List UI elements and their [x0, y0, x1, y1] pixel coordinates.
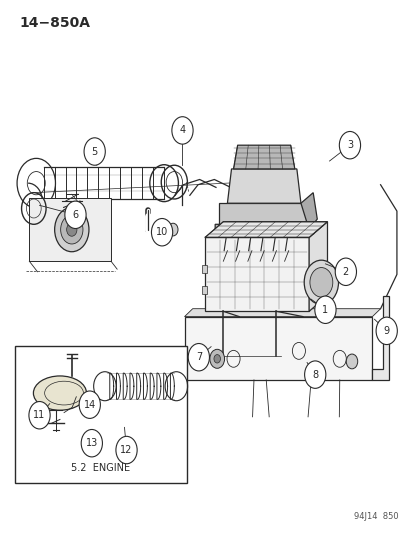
Text: 1: 1 — [322, 305, 328, 315]
Circle shape — [339, 132, 360, 159]
Ellipse shape — [33, 376, 86, 410]
Circle shape — [151, 219, 172, 246]
Circle shape — [314, 296, 335, 324]
Polygon shape — [372, 295, 388, 380]
Circle shape — [79, 391, 100, 418]
Polygon shape — [215, 224, 320, 234]
Text: 5: 5 — [91, 147, 97, 157]
Text: 8: 8 — [311, 369, 318, 379]
Bar — [201, 286, 206, 294]
Bar — [29, 198, 111, 261]
Circle shape — [29, 401, 50, 429]
Circle shape — [209, 349, 224, 368]
Circle shape — [304, 260, 338, 304]
Text: 7: 7 — [195, 352, 202, 362]
Bar — [201, 265, 206, 273]
Polygon shape — [227, 169, 300, 203]
Text: 4: 4 — [179, 125, 185, 135]
Circle shape — [65, 201, 86, 229]
Circle shape — [116, 437, 137, 464]
Text: 11: 11 — [33, 410, 45, 420]
Bar — [204, 238, 309, 311]
Circle shape — [304, 361, 325, 389]
Text: 10: 10 — [156, 227, 168, 237]
Circle shape — [55, 207, 89, 252]
Circle shape — [188, 343, 209, 371]
Circle shape — [345, 354, 357, 369]
Polygon shape — [300, 192, 316, 230]
Text: 14: 14 — [83, 400, 96, 410]
Text: 3: 3 — [346, 140, 352, 150]
Circle shape — [81, 430, 102, 457]
Circle shape — [335, 258, 356, 286]
Text: 2: 2 — [342, 267, 348, 277]
Text: 14−850A: 14−850A — [19, 16, 90, 30]
Circle shape — [309, 268, 332, 297]
Circle shape — [171, 117, 192, 144]
Text: 6: 6 — [72, 210, 78, 220]
Text: 9: 9 — [383, 326, 389, 336]
Circle shape — [375, 317, 396, 344]
Circle shape — [84, 138, 105, 165]
Bar — [184, 317, 372, 380]
Text: 12: 12 — [120, 445, 133, 455]
Polygon shape — [233, 145, 294, 169]
Text: 13: 13 — [85, 438, 98, 448]
Text: 94J14  850: 94J14 850 — [354, 512, 398, 521]
Polygon shape — [309, 222, 327, 311]
Circle shape — [61, 215, 83, 244]
Text: 5.2  ENGINE: 5.2 ENGINE — [71, 463, 130, 473]
Circle shape — [214, 354, 220, 363]
Circle shape — [168, 223, 178, 236]
Circle shape — [66, 223, 77, 236]
Polygon shape — [219, 203, 309, 230]
Polygon shape — [184, 309, 380, 317]
Bar — [15, 345, 186, 483]
Polygon shape — [204, 222, 327, 238]
